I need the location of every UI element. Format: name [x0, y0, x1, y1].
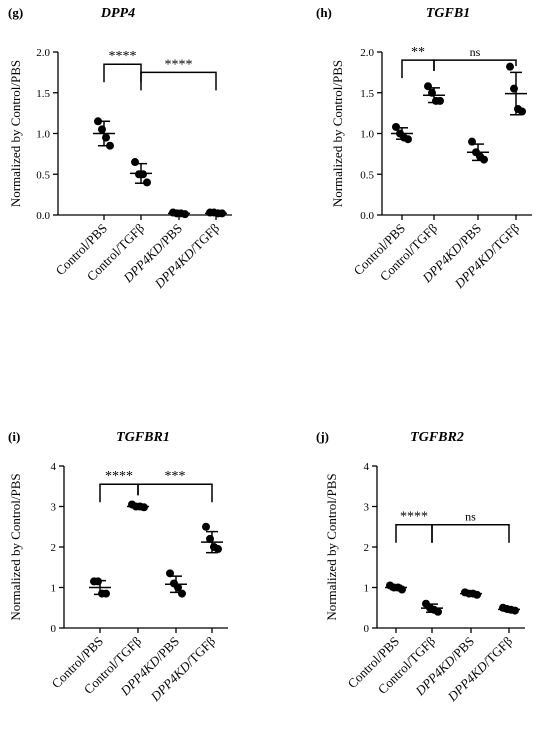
significance-bracket — [140, 71, 217, 91]
data-point — [131, 158, 139, 167]
data-point — [506, 62, 514, 71]
chart-panel-g: (g) DPP4 Normalized by Control/PBS 0.0 0.5 1.… — [8, 5, 232, 292]
data-point — [166, 569, 174, 578]
y-tick-label: 2.0 — [360, 47, 374, 59]
y-axis-label: Normalized by Control/PBS — [330, 60, 345, 207]
y-tick-label: 2 — [364, 542, 370, 554]
significance-label: *** — [165, 469, 186, 484]
data-point — [510, 84, 518, 93]
significance-label: ns — [465, 510, 476, 524]
significance-bracket — [99, 483, 139, 503]
y-tick-label: 2.0 — [36, 47, 50, 59]
y-tick-label: 1.5 — [360, 88, 374, 100]
x-tick-label: DPP4KD/TGFβ — [444, 633, 515, 704]
data-point — [480, 155, 488, 164]
significance-bracket — [395, 523, 433, 543]
y-tick-label: 1 — [51, 583, 57, 595]
data-point — [139, 170, 147, 179]
significance-label: **** — [165, 57, 193, 72]
y-tick-label: 3 — [364, 502, 370, 514]
significance-label: ns — [470, 45, 481, 59]
data-point — [102, 589, 110, 598]
data-point — [518, 107, 526, 116]
x-tick-label: DPP4KD/TGFβ — [147, 633, 218, 704]
panel-label: (i) — [8, 429, 20, 444]
panel-label: (j) — [316, 429, 329, 444]
data-point — [392, 122, 400, 131]
y-axis-label: Normalized by Control/PBS — [8, 60, 23, 207]
significance-bracket — [431, 523, 510, 543]
y-tick-label: 2 — [51, 542, 57, 554]
y-tick-label: 1 — [364, 583, 370, 595]
significance-label: ** — [411, 45, 425, 60]
y-tick-label: 4 — [364, 461, 370, 473]
y-axis-label: Normalized by Control/PBS — [324, 473, 339, 620]
data-point — [214, 545, 222, 554]
data-point — [178, 589, 186, 598]
significance-bracket — [433, 59, 517, 71]
y-tick-label: 0 — [51, 623, 57, 635]
significance-bracket — [401, 59, 435, 79]
significance-label: **** — [105, 469, 133, 484]
data-point — [94, 577, 102, 586]
y-tick-label: 1.0 — [36, 129, 50, 141]
data-point — [98, 125, 106, 134]
significance-bracket — [137, 483, 213, 503]
y-tick-label: 0.5 — [36, 169, 50, 181]
y-tick-label: 1.5 — [36, 88, 50, 100]
x-tick-label: DPP4KD/TGFβ — [151, 220, 222, 291]
significance-label: **** — [400, 510, 428, 525]
data-point — [143, 178, 151, 187]
significance-label: **** — [109, 49, 137, 64]
y-tick-label: 0.0 — [36, 210, 50, 222]
panel-title: TGFB1 — [426, 6, 470, 21]
data-point — [202, 522, 210, 531]
y-tick-label: 0 — [364, 623, 370, 635]
x-tick-label: DPP4KD/TGFβ — [451, 220, 522, 291]
y-tick-label: 0.5 — [360, 169, 374, 181]
panel-label: (g) — [8, 5, 23, 20]
panel-title: TGFBR2 — [410, 430, 464, 445]
y-tick-label: 3 — [51, 502, 57, 514]
data-point — [102, 133, 110, 142]
significance-bracket — [103, 63, 142, 83]
y-tick-label: 0.0 — [360, 210, 374, 222]
y-tick-label: 4 — [51, 461, 57, 473]
data-point — [436, 96, 444, 105]
y-tick-label: 1.0 — [360, 129, 374, 141]
panel-title: DPP4 — [100, 6, 135, 21]
chart-panel-h: (h) TGFB1 Normalized by Control/PBS 0.0 0.5 1… — [316, 5, 532, 292]
panel-title: TGFBR1 — [116, 430, 170, 445]
y-axis-label: Normalized by Control/PBS — [8, 473, 23, 620]
panel-label: (h) — [316, 5, 332, 20]
